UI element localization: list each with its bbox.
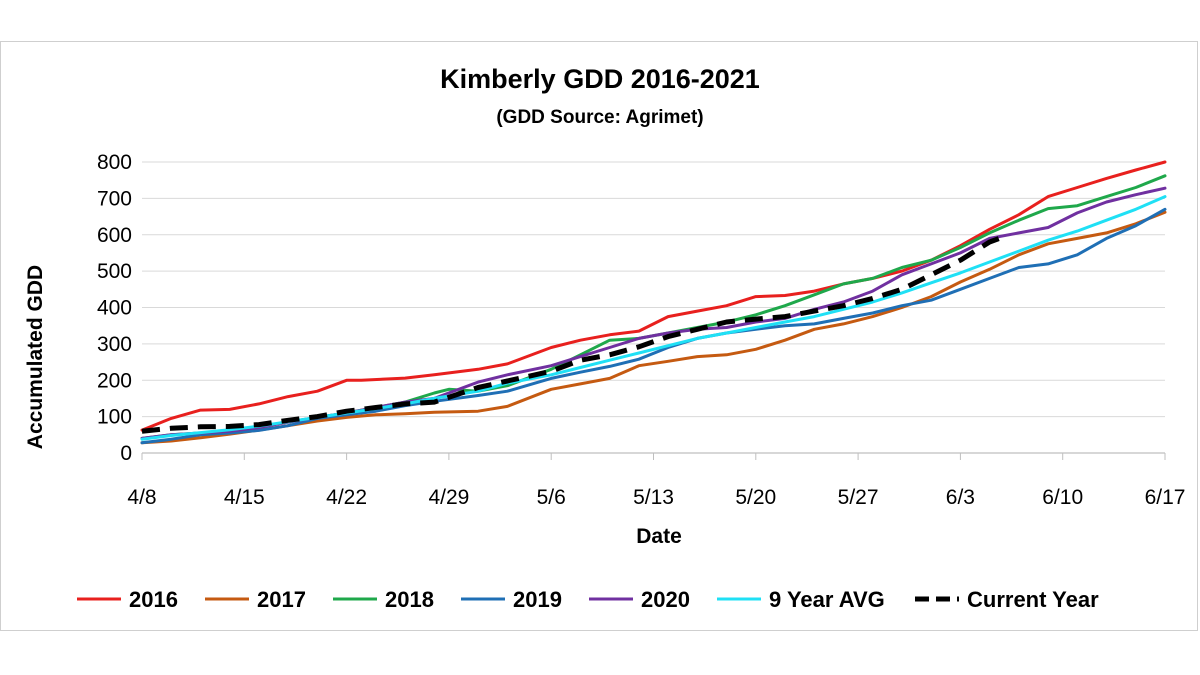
y-tick-label: 100 [97,406,132,429]
x-tick-label: 6/10 [1042,486,1083,509]
gridlines [142,161,1165,454]
y-tick-label: 400 [97,297,132,320]
x-tick-label: 5/13 [633,486,674,509]
series-line-current-year [141,234,1006,434]
legend-label-2020: 2020 [641,587,690,612]
series-line-2016 [140,160,1167,432]
series-lines [140,160,1167,445]
x-tick-label: 5/27 [838,486,879,509]
series-line-2020 [140,186,1167,440]
y-tick-label: 300 [97,333,132,356]
chart-title: Kimberly GDD 2016-2021 [440,64,760,94]
legend-label-current-year: Current Year [967,587,1099,612]
legend-label-2019: 2019 [513,587,562,612]
series-line-2019 [140,207,1167,445]
x-tick-label: 4/8 [127,486,156,509]
legend: 2016 2017 2018 2019 2020 9 Year AVG Current Ye… [77,587,1099,612]
y-tick-label: 500 [97,260,132,283]
x-tick-labels: 4/8 4/15 4/22 4/29 5/6 5/13 5/20 5/27 6/3 6/10 6/1… [127,453,1185,509]
y-tick-label: 0 [120,442,132,465]
x-tick-label: 4/22 [326,486,367,509]
x-tick-label: 6/3 [946,486,975,509]
legend-label-2018: 2018 [385,587,434,612]
legend-label-2017: 2017 [257,587,306,612]
x-tick-label: 4/15 [224,486,265,509]
x-tick-label: 6/17 [1145,486,1186,509]
y-tick-label: 200 [97,369,132,392]
legend-label-9-year-avg: 9 Year AVG [769,587,885,612]
y-tick-label: 600 [97,224,132,247]
series-line-9-year-avg [140,195,1167,441]
y-tick-labels: 0 100 200 300 400 500 600 700 800 [97,151,132,465]
series-line-2017 [140,210,1167,445]
x-tick-label: 5/20 [735,486,776,509]
x-axis-title: Date [636,525,682,548]
x-tick-label: 4/29 [428,486,469,509]
y-tick-label: 800 [97,151,132,174]
legend-label-2016: 2016 [129,587,178,612]
chart-subtitle: (GDD Source: Agrimet) [496,107,703,128]
y-tick-label: 700 [97,187,132,210]
y-axis-title: Accumulated GDD [24,265,47,449]
x-tick-label: 5/6 [537,486,566,509]
